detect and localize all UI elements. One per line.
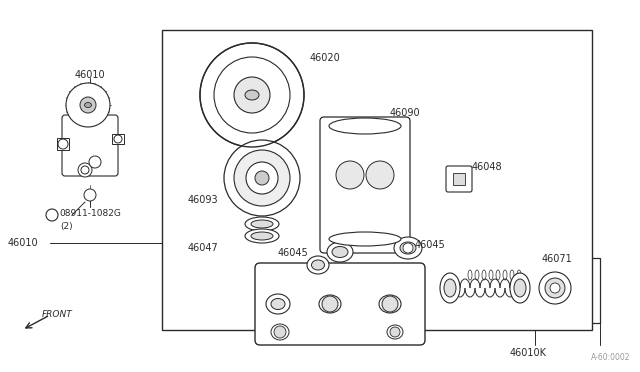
Circle shape bbox=[255, 171, 269, 185]
Text: 46048: 46048 bbox=[472, 162, 502, 172]
Text: 46020: 46020 bbox=[310, 53, 340, 63]
Ellipse shape bbox=[387, 325, 403, 339]
Ellipse shape bbox=[271, 324, 289, 340]
Circle shape bbox=[224, 140, 300, 216]
Ellipse shape bbox=[514, 279, 526, 297]
Ellipse shape bbox=[245, 90, 259, 100]
Ellipse shape bbox=[329, 232, 401, 246]
Ellipse shape bbox=[489, 270, 493, 280]
Circle shape bbox=[550, 283, 560, 293]
Circle shape bbox=[234, 77, 270, 113]
Text: 46093: 46093 bbox=[188, 195, 219, 205]
Bar bbox=[453, 173, 465, 185]
Circle shape bbox=[336, 161, 364, 189]
Ellipse shape bbox=[510, 273, 530, 303]
Circle shape bbox=[403, 243, 413, 253]
Circle shape bbox=[66, 83, 110, 127]
Ellipse shape bbox=[245, 217, 279, 231]
Ellipse shape bbox=[307, 256, 329, 274]
Text: 46071: 46071 bbox=[542, 254, 573, 264]
Ellipse shape bbox=[332, 247, 348, 257]
Circle shape bbox=[80, 97, 96, 113]
Text: 46010: 46010 bbox=[8, 238, 38, 248]
Ellipse shape bbox=[503, 270, 507, 280]
Ellipse shape bbox=[444, 279, 456, 297]
Ellipse shape bbox=[475, 270, 479, 280]
Circle shape bbox=[81, 166, 89, 174]
Text: 46010K: 46010K bbox=[509, 348, 547, 358]
Text: 46045: 46045 bbox=[415, 240, 445, 250]
Circle shape bbox=[382, 296, 398, 312]
FancyBboxPatch shape bbox=[62, 115, 118, 176]
Text: (2): (2) bbox=[60, 222, 72, 231]
Circle shape bbox=[214, 57, 290, 133]
Circle shape bbox=[366, 161, 394, 189]
Ellipse shape bbox=[440, 273, 460, 303]
Ellipse shape bbox=[271, 298, 285, 310]
Ellipse shape bbox=[329, 118, 401, 134]
FancyBboxPatch shape bbox=[320, 117, 410, 253]
Circle shape bbox=[322, 296, 338, 312]
Circle shape bbox=[200, 43, 304, 147]
Ellipse shape bbox=[312, 260, 324, 270]
Text: 46010: 46010 bbox=[75, 70, 106, 80]
Circle shape bbox=[234, 150, 290, 206]
Bar bbox=[162, 30, 592, 330]
Ellipse shape bbox=[84, 103, 92, 108]
FancyBboxPatch shape bbox=[446, 166, 472, 192]
Ellipse shape bbox=[510, 270, 514, 280]
Ellipse shape bbox=[379, 295, 401, 313]
Circle shape bbox=[545, 278, 565, 298]
Circle shape bbox=[84, 189, 96, 201]
Ellipse shape bbox=[496, 270, 500, 280]
Circle shape bbox=[114, 135, 122, 143]
Ellipse shape bbox=[266, 294, 290, 314]
Ellipse shape bbox=[482, 270, 486, 280]
Ellipse shape bbox=[400, 242, 416, 254]
Ellipse shape bbox=[319, 295, 341, 313]
Ellipse shape bbox=[468, 270, 472, 280]
Circle shape bbox=[46, 209, 58, 221]
Ellipse shape bbox=[251, 220, 273, 228]
Text: N: N bbox=[48, 211, 54, 219]
FancyBboxPatch shape bbox=[255, 263, 425, 345]
Circle shape bbox=[539, 272, 571, 304]
Circle shape bbox=[274, 326, 286, 338]
Ellipse shape bbox=[327, 242, 353, 262]
Ellipse shape bbox=[394, 237, 422, 259]
Text: A-60:0002: A-60:0002 bbox=[591, 353, 630, 362]
Ellipse shape bbox=[251, 232, 273, 240]
Text: 08911-1082G: 08911-1082G bbox=[59, 208, 121, 218]
Circle shape bbox=[246, 162, 278, 194]
Text: 46047: 46047 bbox=[188, 243, 219, 253]
Ellipse shape bbox=[245, 229, 279, 243]
Bar bbox=[318, 118, 428, 273]
Text: 46090: 46090 bbox=[390, 108, 420, 118]
Circle shape bbox=[58, 139, 68, 149]
Ellipse shape bbox=[517, 270, 521, 280]
Circle shape bbox=[390, 327, 400, 337]
Bar bbox=[535, 258, 600, 323]
Text: FRONT: FRONT bbox=[42, 310, 73, 319]
Text: 46045: 46045 bbox=[278, 248, 308, 258]
Circle shape bbox=[78, 163, 92, 177]
Bar bbox=[112, 134, 124, 144]
Bar bbox=[57, 138, 69, 150]
Circle shape bbox=[89, 156, 101, 168]
